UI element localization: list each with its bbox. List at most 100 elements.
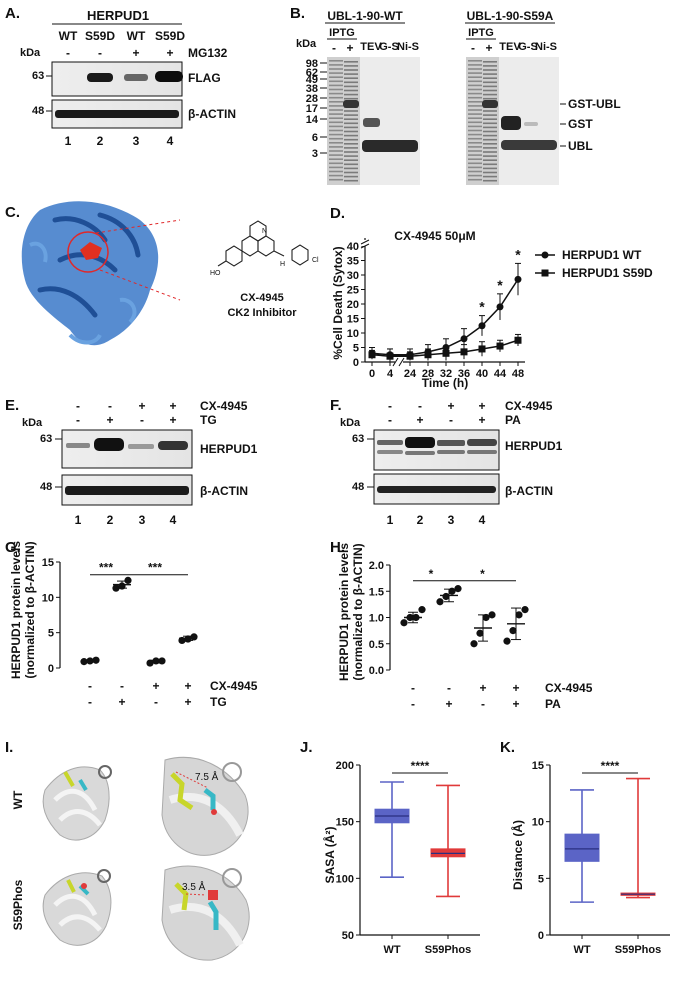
lane-number: 3 [448, 513, 455, 527]
chart-d-xlabel: Time (h) [422, 376, 468, 390]
mg132-sign-3: + [132, 46, 139, 60]
lysate-band [483, 151, 497, 153]
x-tick-label: 44 [494, 368, 507, 380]
ladder-band [329, 125, 343, 128]
marker-b-49: 49 [306, 74, 318, 86]
data-point [86, 657, 94, 665]
data-point [178, 636, 186, 645]
series-line-wt [371, 278, 519, 356]
actin-band-e: β-ACTIN [200, 484, 248, 498]
data-point [436, 598, 444, 606]
panel-k: K. 0 5 10 15 WT S59Phos **** Distance (Å) [500, 739, 670, 956]
lysate-band [483, 65, 497, 67]
ladder-band [468, 92, 482, 95]
point-s59d [368, 351, 376, 359]
lane-a3-genotype: WT [127, 29, 146, 43]
ladder-band [329, 178, 343, 181]
data-point [503, 637, 511, 645]
ladder-band [329, 72, 343, 74]
panel-a-kda: kDa [20, 47, 41, 59]
row2-sign: + [118, 695, 125, 709]
ladder-band [468, 162, 482, 165]
lane-number: 2 [97, 134, 104, 148]
ladder-band [468, 137, 482, 140]
x-tick-label: S59Phos [615, 944, 661, 956]
data-point [521, 606, 529, 614]
y-tick-label: 5 [538, 873, 544, 885]
structure-s59phos-overview [42, 869, 112, 946]
lysate-band [344, 167, 358, 170]
col-nis: Ni-S [535, 41, 557, 53]
x-tick-label: 4 [387, 368, 394, 380]
lysate-band [344, 175, 358, 178]
chart-d-title: CX-4945 50μM [394, 229, 475, 243]
significance-label: **** [411, 759, 430, 773]
axis-break-mark [360, 243, 370, 249]
lysate-band [344, 151, 358, 153]
ladder-band [329, 129, 343, 132]
panel-a-title: HERPUD1 [87, 8, 149, 23]
ladder-band [468, 142, 482, 144]
panel-j: J. 50 100 150 200 WT S59Phos **** SASA (Å²) [300, 739, 480, 956]
data-point [412, 613, 420, 622]
marker-b-62: 62 [306, 67, 318, 79]
lysate-band [344, 65, 358, 67]
x-tick-label: S59Phos [425, 944, 471, 956]
row2-sign: + [445, 697, 452, 711]
axis-break [395, 358, 403, 366]
marker-e-48: 48 [40, 481, 52, 493]
lysate-band [344, 110, 358, 112]
actin-band-label-a: β-ACTIN [188, 107, 236, 121]
ladder-band [468, 101, 482, 103]
panel-i-label: I. [5, 739, 13, 756]
lysate-band [483, 155, 497, 157]
g-row1-label: CX-4945 [210, 679, 258, 693]
structure-wt-overview [42, 765, 112, 841]
col-nis: Ni-S [397, 41, 419, 53]
ladder-band [329, 117, 343, 119]
legend-s59d: HERPUD1 S59D [562, 266, 653, 280]
ladder-band [468, 84, 482, 87]
lane-a4-genotype: S59D [155, 29, 185, 43]
ladder-band [329, 146, 343, 148]
mg132-sign-1: - [66, 46, 70, 60]
lysate-band [344, 159, 358, 161]
ladder-band [468, 88, 482, 91]
gel-s59a-iptg [466, 57, 499, 185]
g-row2-label: TG [210, 695, 227, 709]
ladder-band [329, 133, 343, 136]
y-tick-label: 1.0 [369, 613, 384, 625]
lysate-band [344, 179, 358, 182]
panel-c-label: C. [5, 204, 20, 221]
data-point [509, 627, 517, 635]
y-tick-label: 0 [538, 930, 544, 942]
ladder-band [329, 92, 343, 95]
marker-a-48: 48 [32, 105, 44, 117]
y-tick-label: 2.0 [369, 560, 384, 572]
ladder-band [329, 170, 343, 173]
panel-h: H. 0.0 0.5 1.0 1.5 2.0 * * - - + + - + - + HERPUD1 pro… [330, 539, 593, 711]
y-tick-label: 30 [347, 270, 359, 282]
ladder-band [468, 80, 482, 83]
ladder-band [329, 162, 343, 165]
row-s59phos-label: S59Phos [11, 879, 25, 930]
cx4945-structure [217, 220, 309, 267]
row2-sign: + [416, 413, 423, 427]
chart-h-ylabel2: (normalized to β-ACTIN) [351, 543, 365, 680]
y-tick-label: 20 [347, 299, 359, 311]
y-tick-label: 5 [48, 628, 54, 640]
lysate-band [483, 73, 497, 75]
ladder-band [329, 113, 343, 115]
data-point [92, 656, 100, 664]
ladder-band [329, 142, 343, 144]
significance-label: *** [99, 561, 113, 575]
distance-s59phos: 3.5 Å [182, 880, 206, 893]
lane-a2-genotype: S59D [85, 29, 115, 43]
legend-wt: HERPUD1 WT [562, 248, 642, 262]
row2-sign: - [76, 413, 80, 427]
group-s59a-label: UBL-1-90-S59A [467, 9, 554, 23]
row1-sign: + [512, 681, 519, 695]
row2-sign: + [512, 697, 519, 711]
y-tick-label: 15 [347, 314, 359, 326]
significance-star: * [515, 246, 521, 262]
